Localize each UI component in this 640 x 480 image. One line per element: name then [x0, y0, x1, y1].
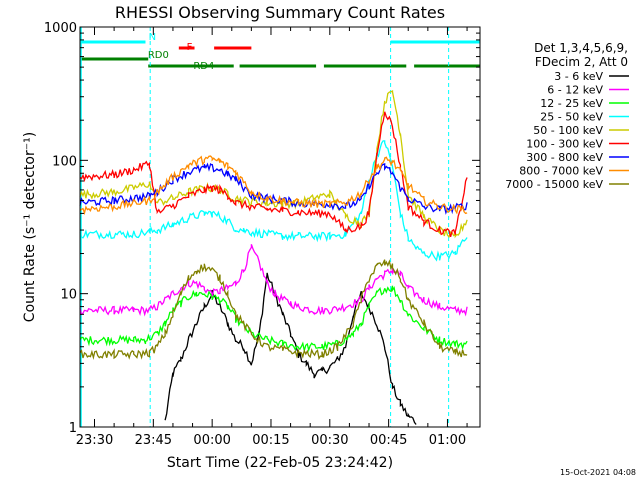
series-lines [79, 89, 468, 425]
status-label-rd0: RD0 [148, 50, 169, 61]
legend-label: 25 - 50 keV [540, 111, 603, 124]
chart-title: RHESSI Observing Summary Count Rates [115, 3, 445, 22]
status-bars: N F RD0 RD4 [80, 32, 480, 72]
y-tick-label: 1 [69, 421, 77, 436]
series-line-3 [79, 140, 468, 262]
y-tick-label: 1000 [44, 21, 77, 36]
y-tick-label: 10 [60, 288, 77, 303]
legend-header-line: Det 1,3,4,5,6,9, [534, 41, 628, 55]
axes: 23:30 23:45 00:00 00:15 00:30 00:45 01:00 1 10 10… [44, 21, 480, 448]
legend-label: 100 - 300 keV [526, 138, 603, 151]
status-label-rd4: RD4 [193, 61, 214, 72]
legend-label: 50 - 100 keV [533, 124, 603, 137]
legend-label: 6 - 12 keV [547, 84, 603, 97]
legend: Det 1,3,4,5,6,9,FDecim 2, Att 03 - 6 keV… [505, 41, 629, 191]
x-tick-label: 23:45 [135, 433, 172, 448]
series-line-0 [164, 272, 417, 425]
status-label-f: F [187, 42, 193, 53]
series-line-4 [79, 89, 468, 239]
series-line-2 [79, 285, 468, 353]
saa-markers [79, 27, 450, 427]
x-tick-label: 01:00 [429, 433, 466, 448]
y-tick-label: 100 [52, 154, 77, 169]
x-tick-label: 00:45 [370, 433, 407, 448]
series-line-5 [79, 111, 468, 238]
footer-timestamp: 15-Oct-2021 04:08 [560, 468, 636, 477]
series-line-6 [79, 162, 468, 215]
legend-label: 7000 - 15000 keV [505, 178, 603, 191]
legend-header-line: FDecim 2, Att 0 [535, 55, 628, 69]
legend-label: 3 - 6 keV [554, 70, 603, 83]
legend-label: 300 - 800 keV [526, 151, 603, 164]
series-line-8 [79, 259, 468, 361]
legend-label: 800 - 7000 keV [519, 165, 603, 178]
y-axis-label: Count Rate (s⁻¹ detector⁻¹) [22, 132, 38, 322]
plot-frame [79, 26, 481, 428]
status-label-n: N [149, 32, 156, 43]
legend-label: 12 - 25 keV [540, 97, 603, 110]
x-tick-label: 00:30 [311, 433, 348, 448]
x-tick-label: 00:00 [193, 433, 230, 448]
x-axis-label: Start Time (22-Feb-05 23:24:42) [167, 455, 393, 471]
series-line-7 [79, 155, 468, 216]
x-tick-label: 23:30 [76, 433, 113, 448]
x-tick-label: 00:15 [252, 433, 289, 448]
series-line-1 [79, 244, 468, 317]
